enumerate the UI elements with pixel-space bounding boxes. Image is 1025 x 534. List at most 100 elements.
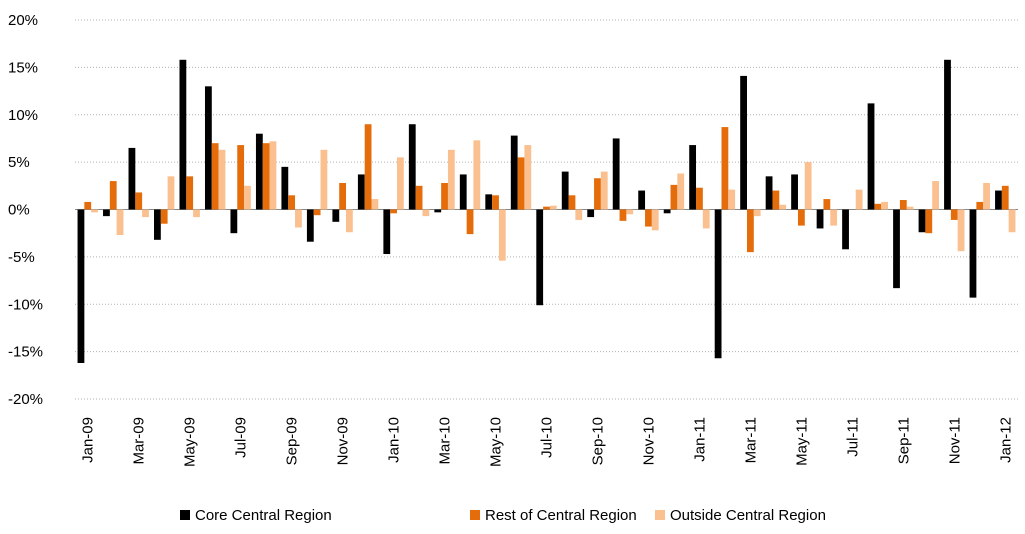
bar bbox=[626, 209, 634, 215]
bar bbox=[823, 199, 831, 210]
bar bbox=[651, 209, 659, 231]
bar bbox=[517, 157, 525, 210]
bar bbox=[91, 209, 98, 213]
x-tick-label: May-09 bbox=[182, 417, 199, 467]
bar bbox=[459, 174, 467, 210]
y-tick-label: 10% bbox=[8, 107, 38, 124]
bar bbox=[944, 59, 951, 210]
bar bbox=[1001, 185, 1009, 210]
y-tick-label: -5% bbox=[8, 249, 35, 266]
bar bbox=[179, 59, 187, 210]
bar bbox=[721, 127, 729, 210]
bar bbox=[753, 209, 761, 217]
x-tick-label: Jan-11 bbox=[691, 417, 708, 462]
bar bbox=[740, 75, 747, 210]
bar bbox=[441, 182, 448, 210]
bar bbox=[313, 209, 321, 216]
legend-swatch bbox=[180, 510, 190, 520]
bar bbox=[702, 209, 710, 229]
x-tick-label: Jan-12 bbox=[997, 417, 1014, 463]
bar bbox=[976, 201, 984, 210]
bar bbox=[422, 209, 430, 217]
bar bbox=[779, 204, 787, 210]
x-tick-label: Nov-11 bbox=[946, 417, 963, 464]
bar bbox=[957, 209, 965, 252]
bar bbox=[244, 185, 251, 210]
x-tick-label: Sep-09 bbox=[284, 417, 301, 465]
x-tick-label: Sep-10 bbox=[589, 417, 606, 465]
bar bbox=[447, 149, 455, 210]
bar bbox=[906, 206, 914, 210]
x-tick-label: Jul-09 bbox=[233, 417, 250, 458]
bar bbox=[600, 171, 608, 210]
bar bbox=[772, 190, 780, 210]
bar bbox=[594, 178, 601, 210]
bar bbox=[154, 209, 161, 240]
bar bbox=[295, 209, 302, 228]
bar bbox=[899, 200, 907, 210]
bar bbox=[237, 145, 245, 210]
bar bbox=[84, 201, 92, 210]
bar bbox=[339, 182, 347, 210]
bar bbox=[816, 209, 824, 229]
bar bbox=[415, 185, 423, 210]
bar bbox=[77, 209, 85, 363]
bar bbox=[842, 209, 849, 250]
bar bbox=[524, 145, 532, 210]
bar bbox=[874, 203, 882, 210]
bar bbox=[142, 209, 149, 218]
bar bbox=[587, 209, 595, 218]
y-tick-label: 20% bbox=[8, 12, 38, 29]
x-tick-label: May-11 bbox=[793, 417, 810, 466]
bar bbox=[536, 209, 544, 306]
legend-swatch bbox=[655, 510, 665, 520]
legend-label: Rest of Central Region bbox=[485, 507, 637, 524]
bar bbox=[473, 140, 481, 210]
bar bbox=[211, 143, 219, 210]
y-tick-label: 0% bbox=[8, 202, 30, 219]
bar bbox=[696, 187, 703, 210]
bar bbox=[995, 190, 1002, 210]
bar bbox=[167, 176, 175, 210]
bar bbox=[728, 189, 736, 210]
x-tick-label: Mar-11 bbox=[742, 417, 759, 463]
bar bbox=[881, 201, 889, 210]
bar bbox=[230, 209, 238, 234]
x-tick-label: Sep-11 bbox=[895, 417, 912, 464]
bar bbox=[804, 162, 812, 210]
x-tick-label: Jan-09 bbox=[80, 417, 97, 463]
bar bbox=[932, 181, 939, 210]
bar bbox=[619, 209, 627, 221]
bar bbox=[689, 145, 697, 210]
bar bbox=[204, 86, 212, 210]
y-tick-label: 15% bbox=[8, 59, 38, 76]
x-tick-label: Jan-10 bbox=[386, 417, 403, 463]
bar bbox=[498, 209, 506, 261]
x-tick-label: Mar-10 bbox=[437, 417, 454, 465]
y-tick-label: -15% bbox=[8, 344, 43, 361]
bar bbox=[663, 209, 671, 214]
bar bbox=[670, 184, 678, 210]
bar bbox=[765, 176, 773, 210]
bar bbox=[830, 209, 838, 226]
bar bbox=[855, 189, 863, 210]
x-tick-label: Nov-10 bbox=[640, 417, 657, 465]
bar bbox=[128, 147, 136, 210]
bar bbox=[383, 209, 391, 255]
bar bbox=[281, 166, 289, 210]
bar bbox=[510, 135, 518, 210]
x-tick-label: Jul-11 bbox=[844, 417, 861, 457]
legend-label: Core Central Region bbox=[195, 507, 332, 524]
bar bbox=[160, 209, 168, 224]
bar bbox=[867, 103, 875, 210]
bar bbox=[950, 209, 958, 220]
bar bbox=[269, 141, 277, 210]
bar bbox=[186, 176, 194, 210]
legend-swatch bbox=[470, 510, 480, 520]
x-tick-label: May-10 bbox=[488, 417, 505, 467]
x-tick-label: Jul-10 bbox=[539, 417, 556, 458]
bar bbox=[116, 209, 124, 236]
bar bbox=[638, 190, 646, 210]
bar bbox=[969, 209, 977, 298]
